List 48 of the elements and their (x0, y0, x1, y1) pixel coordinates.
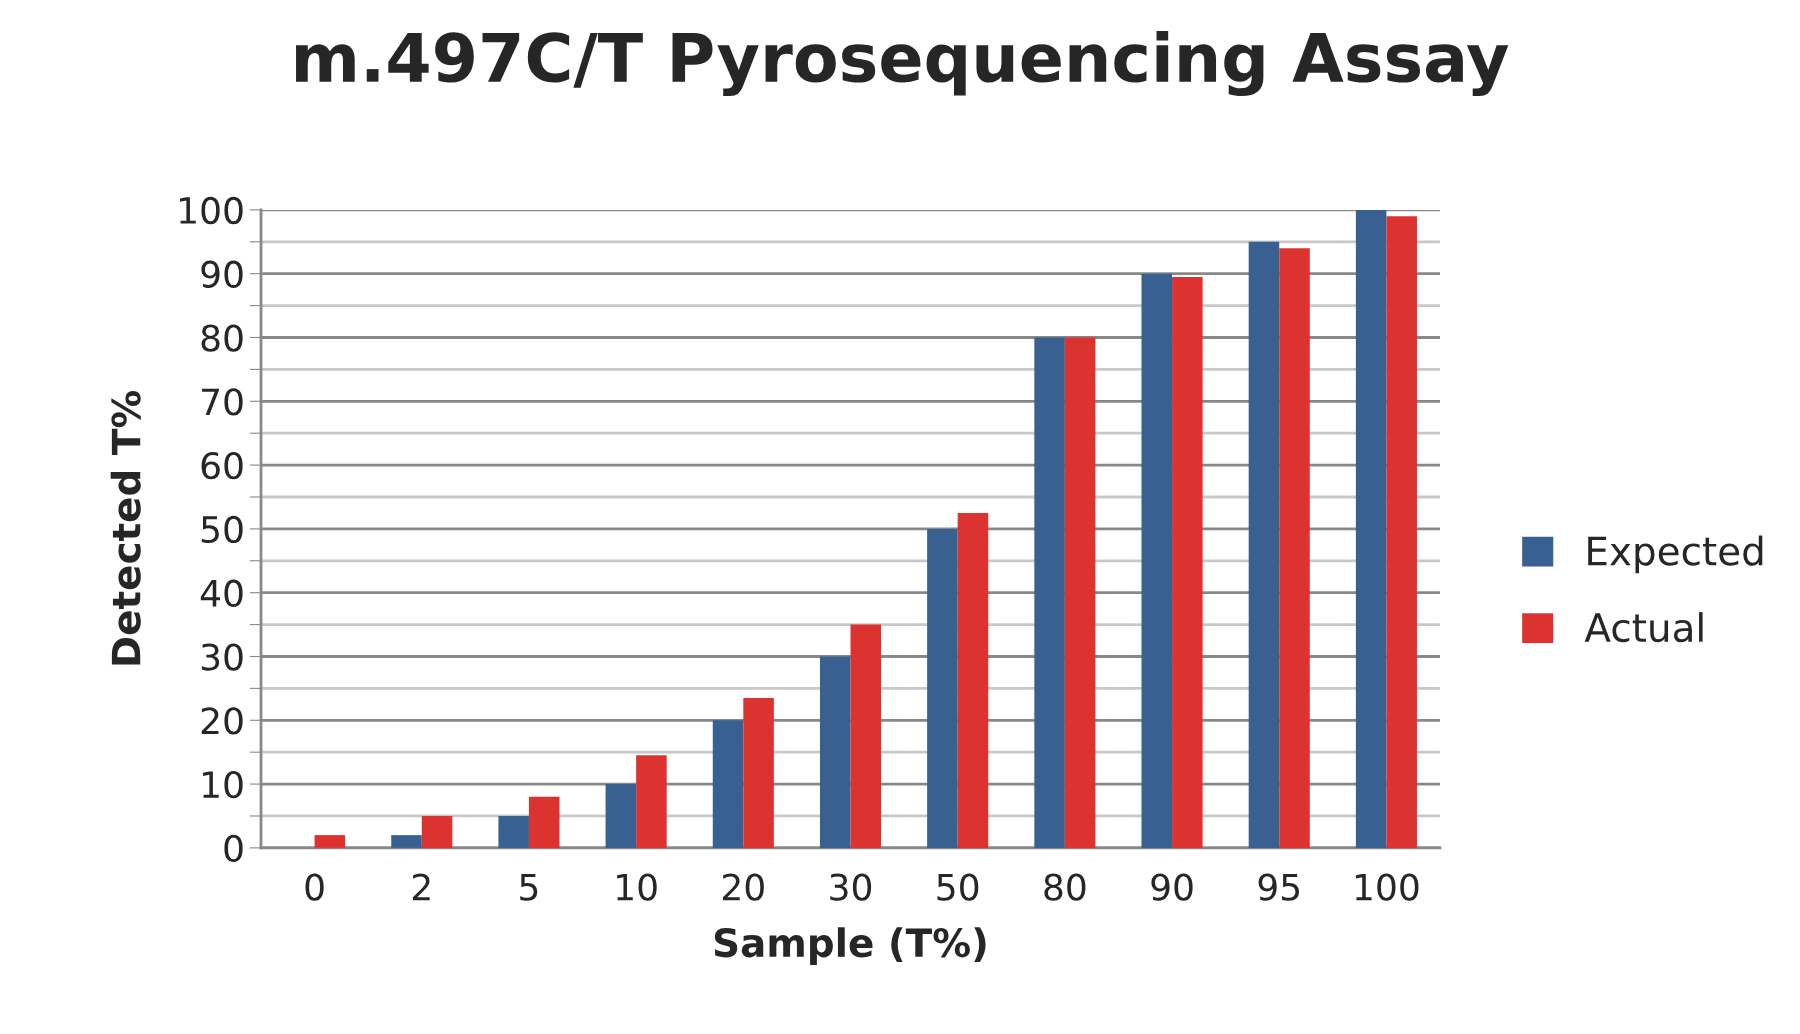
bar (636, 755, 667, 848)
y-tick-label: 80 (201, 324, 243, 352)
y-tick-label: 60 (201, 452, 243, 480)
bar (1034, 337, 1065, 848)
bar (927, 528, 958, 848)
bar (850, 624, 882, 848)
y-tick-label: 70 (202, 388, 243, 416)
bar (605, 784, 637, 848)
bar (712, 720, 744, 848)
y-tick-label: 40 (200, 579, 243, 607)
bar (391, 835, 422, 848)
x-tick-label: 0 (305, 873, 324, 901)
bar (743, 697, 774, 848)
bar (314, 835, 346, 848)
x-axis-title: Sample (T%) (714, 927, 986, 965)
bar (1386, 216, 1417, 848)
x-tick-label: 20 (722, 873, 764, 901)
bar (819, 656, 851, 848)
x-tick-label: 2 (412, 873, 430, 901)
x-tick-label: 50 (937, 873, 979, 901)
y-tick-label: 50 (201, 515, 243, 544)
y-tick-label: 20 (201, 707, 243, 735)
x-tick-label: 80 (1044, 873, 1086, 901)
bar (498, 815, 529, 848)
x-tick-label: 90 (1151, 873, 1193, 901)
chart-title: m.497C/T Pyrosequencing Assay (296, 31, 1509, 97)
y-tick-label: 100 (180, 196, 243, 225)
y-tick-label: 90 (201, 260, 243, 288)
x-tick-label: 30 (830, 873, 872, 901)
bar (1141, 273, 1173, 848)
y-tick-label: 10 (203, 771, 243, 799)
legend-label: Actual (1584, 612, 1703, 643)
x-tick-label: 95 (1258, 873, 1300, 901)
bar (1279, 248, 1310, 848)
legend-label: Expected (1588, 535, 1763, 574)
y-tick-label: 0 (224, 834, 243, 863)
bar (957, 512, 989, 848)
x-tick-label: 10 (617, 873, 657, 901)
bar (1248, 241, 1280, 848)
bar (1355, 209, 1387, 848)
y-axis-title: Detected T% (110, 390, 141, 665)
x-tick-label: 100 (1355, 873, 1419, 901)
bar (1172, 276, 1203, 848)
y-tick-label: 30 (201, 643, 243, 671)
bar (1064, 337, 1096, 848)
x-tick-label: 5 (520, 873, 538, 901)
bar (528, 796, 560, 848)
bar (421, 815, 453, 848)
